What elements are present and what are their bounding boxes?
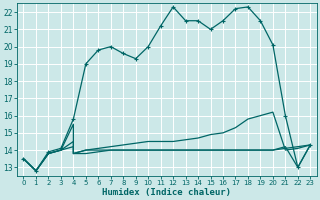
X-axis label: Humidex (Indice chaleur): Humidex (Indice chaleur): [102, 188, 231, 197]
